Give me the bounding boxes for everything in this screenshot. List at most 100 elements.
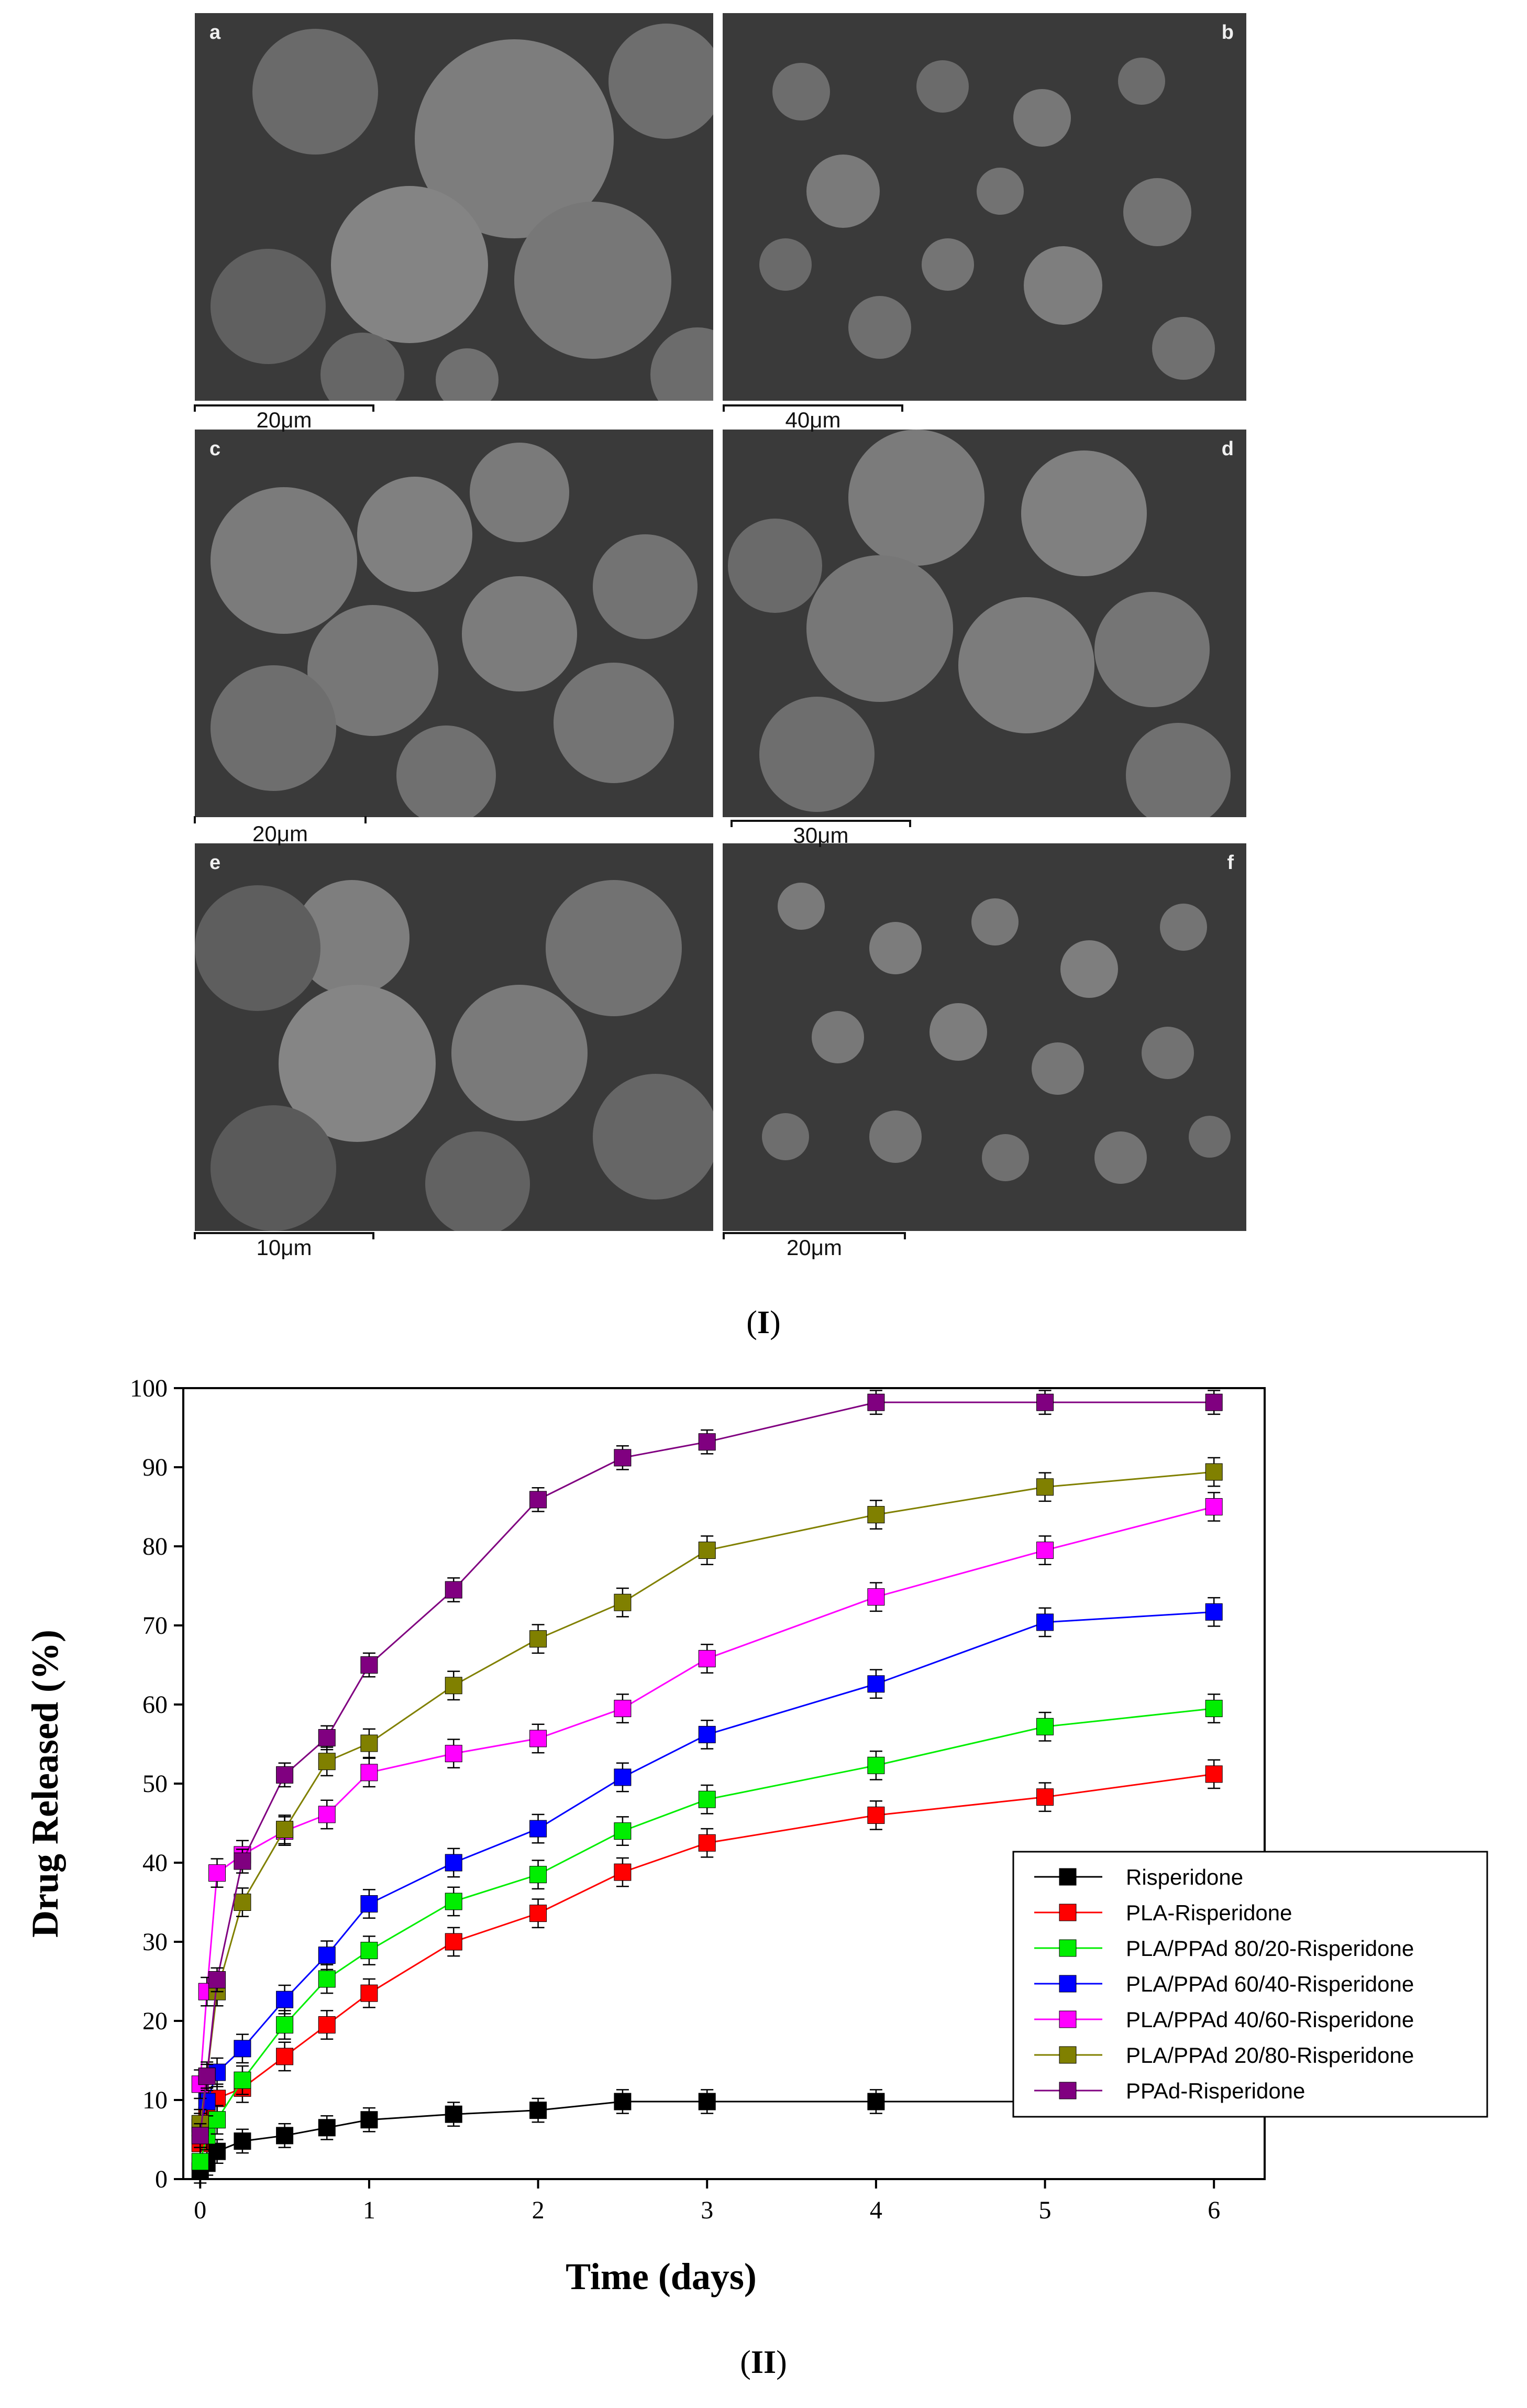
y-tick-label: 20 — [142, 2007, 168, 2035]
sem-particles — [759, 58, 1215, 380]
figure-label-II: (II) — [740, 2345, 787, 2380]
data-point — [318, 2016, 336, 2034]
data-point — [614, 1449, 632, 1467]
data-point — [208, 2142, 226, 2160]
y-tick-label: 10 — [142, 2086, 168, 2114]
x-tick-label: 4 — [870, 2196, 882, 2224]
y-tick-label: 80 — [142, 1533, 168, 1560]
data-point — [1205, 1498, 1223, 1515]
legend-swatch — [1059, 1975, 1077, 1993]
data-point — [445, 1677, 462, 1695]
data-point — [360, 1942, 378, 1960]
data-point — [360, 1656, 378, 1674]
data-point — [445, 1893, 462, 1910]
data-point — [318, 1970, 336, 1988]
y-tick-label: 30 — [142, 1928, 168, 1956]
scale-bar-f: 20μm — [723, 1232, 906, 1263]
panel-letter: e — [209, 852, 221, 874]
data-point — [360, 1895, 378, 1913]
data-point — [234, 2071, 251, 2089]
data-point — [698, 1650, 716, 1667]
data-point — [360, 1984, 378, 2002]
data-point — [614, 1700, 632, 1718]
panel-letter: f — [1227, 852, 1234, 874]
sem-panel-d: d — [723, 430, 1246, 817]
data-point — [276, 1821, 294, 1839]
data-point — [1036, 1788, 1054, 1806]
data-point — [867, 1588, 885, 1606]
data-point — [614, 1593, 632, 1611]
data-point — [698, 1542, 716, 1559]
legend-swatch — [1059, 2046, 1077, 2064]
data-point — [698, 1725, 716, 1743]
y-tick-label: 50 — [142, 1770, 168, 1798]
x-tick-label: 6 — [1208, 2196, 1220, 2224]
sem-particles — [728, 430, 1231, 817]
legend-label: PLA/PPAd 20/80-Risperidone — [1126, 2043, 1414, 2068]
sem-panel-e: e — [195, 843, 713, 1231]
data-point — [867, 1675, 885, 1693]
legend-swatch — [1059, 1904, 1077, 1921]
data-point — [529, 1730, 547, 1747]
legend-label: PLA-Risperidone — [1126, 1900, 1292, 1925]
data-point — [360, 1764, 378, 1782]
data-point — [318, 2119, 336, 2137]
data-point — [1036, 1613, 1054, 1631]
x-tick-label: 3 — [701, 2196, 713, 2224]
sem-particles — [211, 443, 698, 817]
data-point — [445, 1581, 462, 1599]
sem-panel-b: b — [723, 13, 1246, 401]
scale-label: 20μm — [252, 821, 308, 846]
data-point — [529, 1491, 547, 1509]
y-tick-label: 0 — [155, 2165, 168, 2193]
scale-bar-a: 20μm — [194, 404, 374, 436]
data-point — [276, 1766, 294, 1784]
legend-label: Risperidone — [1126, 1865, 1243, 1889]
legend-swatch — [1059, 1868, 1077, 1886]
data-point — [445, 1745, 462, 1763]
data-point — [867, 1506, 885, 1524]
data-point — [1205, 1393, 1223, 1411]
data-point — [614, 1768, 632, 1786]
legend-swatch — [1059, 2010, 1077, 2028]
scale-label: 10μm — [256, 1235, 312, 1260]
data-point — [529, 1866, 547, 1884]
data-point — [208, 1864, 226, 1882]
scale-label: 40μm — [785, 408, 841, 432]
scale-bar-c: 20μm — [194, 816, 367, 850]
y-tick-label: 90 — [142, 1454, 168, 1481]
data-point — [529, 1820, 547, 1838]
sem-particles — [195, 880, 713, 1231]
data-point — [698, 2093, 716, 2110]
data-point — [234, 2132, 251, 2150]
y-axis-label: Drug Released (%) — [24, 1630, 66, 1938]
scale-label: 30μm — [793, 823, 849, 848]
scale-label: 20μm — [256, 408, 312, 432]
panel-letter: c — [209, 438, 221, 460]
data-point — [529, 2102, 547, 2119]
data-point — [867, 2093, 885, 2110]
panel-letter: a — [209, 21, 221, 43]
data-point — [698, 1834, 716, 1852]
data-point — [614, 2093, 632, 2110]
data-point — [1036, 1393, 1054, 1411]
legend-swatch — [1059, 2082, 1077, 2099]
scale-label: 20μm — [787, 1235, 842, 1260]
data-point — [198, 2093, 216, 2110]
data-point — [318, 1947, 336, 1964]
data-point — [1036, 1542, 1054, 1559]
data-point — [698, 1790, 716, 1808]
data-point — [614, 1863, 632, 1881]
y-tick-label: 70 — [142, 1612, 168, 1640]
data-point — [529, 1905, 547, 1922]
data-point — [445, 1933, 462, 1951]
x-tick-label: 0 — [194, 2196, 206, 2224]
data-point — [445, 2105, 462, 2123]
x-tick-label: 1 — [363, 2196, 375, 2224]
y-tick-label: 60 — [142, 1691, 168, 1719]
data-point — [191, 2153, 209, 2171]
data-point — [614, 1822, 632, 1840]
figure-label-I: (I) — [746, 1305, 781, 1340]
data-point — [198, 2068, 216, 2085]
legend-swatch — [1059, 1939, 1077, 1957]
